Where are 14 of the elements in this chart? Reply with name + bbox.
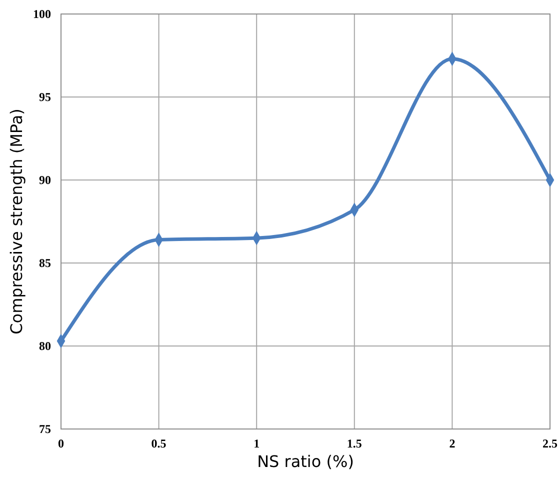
- y-tick-label: 95: [39, 90, 51, 104]
- x-tick-label: 2.5: [542, 436, 558, 451]
- x-tick-label: 0: [58, 436, 64, 451]
- y-axis-title: Compressive strength (MPa): [7, 108, 26, 334]
- x-tick-label: 1: [254, 436, 260, 451]
- x-axis-title: NS ratio (%): [257, 452, 354, 471]
- y-tick-label: 75: [39, 422, 51, 436]
- y-tick-label: 85: [39, 256, 51, 270]
- x-tick-label: 1.5: [346, 436, 362, 451]
- y-tick-label: 90: [39, 172, 51, 187]
- x-tick-label: 2: [449, 436, 456, 451]
- x-tick-label: 0.5: [151, 436, 166, 451]
- y-tick-label: 80: [39, 338, 51, 353]
- y-tick-label: 100: [33, 6, 51, 21]
